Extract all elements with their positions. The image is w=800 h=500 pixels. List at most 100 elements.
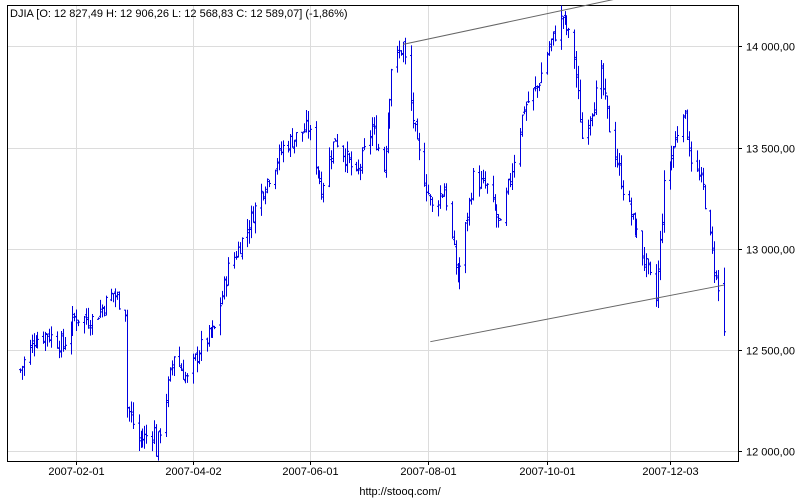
ohlc-bar	[704, 184, 707, 210]
ohlc-bar	[278, 144, 281, 171]
ohlc-bar	[159, 428, 162, 444]
ohlc-bar	[608, 105, 611, 133]
ohlc-bar	[573, 29, 576, 69]
ohlc-bar	[383, 146, 386, 173]
ohlc-bar	[505, 187, 508, 226]
ohlc-bar	[536, 85, 539, 98]
ohlc-bar	[50, 326, 53, 348]
y-tick-label: 13 500,00	[746, 144, 795, 156]
ohlc-bar	[519, 128, 522, 167]
ohlc-bar	[369, 130, 372, 155]
ohlc-bar	[464, 221, 467, 274]
ohlc-bar	[315, 121, 318, 175]
ohlc-bar	[486, 183, 489, 194]
ohlc-bar	[266, 178, 269, 194]
ohlc-bar	[198, 350, 201, 365]
ohlc-bar	[439, 185, 442, 209]
ohlc-bar	[635, 218, 638, 238]
ohlc-bar	[318, 170, 321, 185]
ohlc-bar	[105, 295, 108, 316]
ohlc-bar	[713, 241, 716, 284]
ohlc-bar	[295, 132, 298, 147]
ohlc-bar	[293, 139, 296, 154]
ohlc-bar	[606, 95, 609, 119]
ohlc-bar	[396, 45, 399, 73]
ohlc-bar	[525, 101, 528, 121]
ohlc-bar	[89, 320, 92, 336]
ohlc-bar	[674, 131, 677, 148]
ohlc-bar	[235, 250, 238, 260]
trendline	[402, 0, 614, 45]
ohlc-bar	[260, 183, 263, 216]
ohlc-bar	[400, 50, 403, 56]
ohlc-bar	[684, 109, 687, 119]
ohlc-bar	[305, 110, 308, 133]
ohlc-bars	[19, 5, 726, 461]
ohlc-bar	[274, 169, 277, 190]
ohlc-bar	[690, 141, 693, 172]
ohlc-bar	[248, 220, 251, 244]
ohlc-bar	[141, 428, 144, 448]
ohlc-bar	[686, 109, 689, 141]
ohlc-bar	[171, 360, 174, 376]
ohlc-bar	[180, 363, 183, 372]
ohlc-bar	[670, 145, 673, 171]
ohlc-bar	[696, 150, 699, 172]
ohlc-bar	[700, 166, 703, 183]
x-tick-label: 2007-10-01	[519, 466, 575, 478]
trendline	[430, 284, 725, 343]
ohlc-bar	[616, 148, 619, 168]
ohlc-bar	[484, 171, 487, 189]
ohlc-bar	[404, 37, 407, 65]
ohlc-bar	[184, 371, 187, 384]
ohlc-bar	[219, 297, 222, 336]
ohlc-bar	[523, 106, 526, 115]
ohlc-bar	[548, 41, 551, 56]
ohlc-bar	[143, 425, 146, 449]
ohlc-bar	[320, 171, 323, 200]
ohlc-bar	[458, 257, 461, 290]
ohlc-bar	[412, 92, 415, 129]
ohlc-bar	[468, 197, 471, 226]
ohlc-bar	[453, 230, 456, 246]
ohlc-bar	[173, 356, 176, 376]
ohlc-bar	[527, 91, 530, 104]
ohlc-bar	[348, 152, 351, 164]
ohlc-bar	[128, 406, 131, 422]
ohlc-bar	[431, 197, 434, 213]
ohlc-bar	[342, 145, 345, 163]
ohlc-bar	[589, 116, 592, 136]
ohlc-bar	[595, 80, 598, 115]
ohlc-bar	[44, 331, 47, 351]
ohlc-bar	[630, 197, 633, 226]
ohlc-bar	[233, 252, 236, 269]
footer-source-link[interactable]: http://stooq.com/	[359, 486, 441, 498]
ohlc-bar	[717, 269, 720, 302]
ohlc-bar	[587, 119, 590, 145]
ohlc-bar	[540, 62, 543, 84]
ohlc-bar	[132, 402, 135, 429]
ohlc-bar	[330, 150, 333, 170]
ohlc-bar	[437, 200, 440, 217]
ohlc-bar	[289, 133, 292, 157]
ohlc-bar	[213, 325, 216, 330]
ohlc-bar	[36, 331, 39, 349]
ohlc-bar	[23, 356, 26, 376]
ohlc-bar	[357, 159, 360, 175]
ohlc-bar	[151, 431, 154, 452]
ohlc-bar	[112, 293, 115, 303]
ohlc-bar	[254, 202, 257, 234]
ohlc-bar	[495, 204, 498, 228]
ohlc-bar	[534, 76, 537, 92]
chart-header: DJIA [O: 12 827,49 H: 12 906,26 L: 12 56…	[10, 8, 348, 20]
ohlc-bar	[77, 319, 80, 327]
ohlc-bar	[206, 337, 209, 352]
ohlc-bar	[58, 340, 61, 359]
ohlc-bar	[593, 102, 596, 117]
ohlc-bar	[478, 165, 481, 197]
ohlc-bar	[552, 31, 555, 46]
ohlc-bar	[87, 307, 90, 329]
ohlc-bar	[618, 153, 621, 176]
ohlc-bar	[657, 260, 660, 308]
ohlc-bar	[262, 191, 265, 201]
